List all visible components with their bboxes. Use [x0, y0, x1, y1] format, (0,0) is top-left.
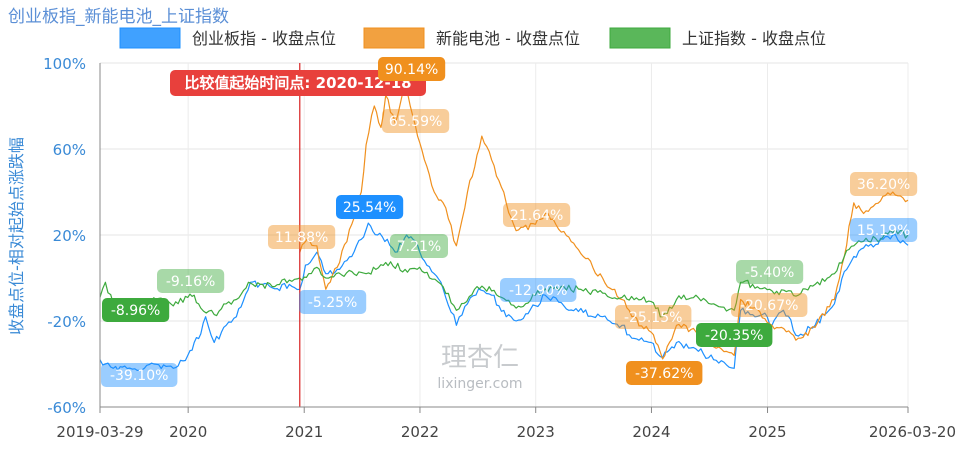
reference-line-group: 比较值起始时间点: 2020-12-18 — [170, 63, 426, 407]
y-axis-label: 收盘点位-相对起始点涨跌幅 — [7, 137, 26, 335]
data-label-xnd: 21.64% — [503, 203, 571, 227]
chart-legend: 创业板指 - 收盘点位 新能电池 - 收盘点位 上证指数 - 收盘点位 — [119, 27, 826, 49]
y-tick-label: -20% — [47, 313, 86, 331]
data-label-bg — [336, 195, 404, 219]
data-label-bg — [157, 269, 225, 293]
watermark-site: lixinger.com — [437, 376, 522, 392]
data-label-xnd: -37.62% — [626, 361, 703, 385]
data-label-text: -37.62% — [635, 366, 693, 382]
data-label-text: 15.19% — [857, 223, 910, 239]
data-label-cyb: -39.10% — [101, 363, 178, 387]
data-label-bg — [299, 290, 367, 314]
data-label-cyb: -5.25% — [299, 290, 367, 314]
legend-item-xnd: 新能电池 - 收盘点位 — [363, 27, 580, 49]
legend-item-cyb: 创业板指 - 收盘点位 — [119, 27, 336, 49]
chart-axes: 100% 60% 20% -20% -60% 2019-03-29 2020 2021 2022… — [43, 55, 956, 441]
series-lines — [99, 83, 909, 371]
data-label-sz: -9.16% — [157, 269, 225, 293]
data-label-bg — [390, 234, 448, 258]
reference-line-label: 比较值起始时间点: 2020-12-18 — [184, 74, 411, 92]
data-label-bg — [378, 57, 446, 81]
x-tick-label: 2026-03-20 — [869, 423, 956, 441]
data-label-xnd: -25.15% — [615, 305, 692, 329]
watermark-logo: 理杏仁 — [441, 343, 519, 373]
legend-swatch — [363, 27, 425, 49]
data-label-xnd: 11.88% — [268, 225, 336, 249]
data-label-bg — [850, 172, 918, 196]
data-label-xnd: -20.67% — [731, 293, 808, 317]
data-label-text: -25.15% — [624, 310, 682, 326]
data-label-text: -5.25% — [308, 295, 358, 311]
data-label-text: 21.64% — [510, 208, 563, 224]
chart-title: 创业板指_新能电池_上证指数 — [8, 7, 229, 27]
y-tick-label: 60% — [53, 141, 86, 159]
data-label-bg — [731, 293, 808, 317]
data-label-text: 25.54% — [343, 200, 396, 216]
x-tick-label: 2019-03-29 — [56, 423, 143, 441]
x-tick-label: 2021 — [285, 423, 323, 441]
x-tick-label: 2020 — [169, 423, 207, 441]
data-labels: -39.10% -8.96% -9.16% 11.88% -5.25% 25.54% 90.… — [101, 57, 918, 387]
series-line-xnd — [299, 83, 909, 360]
x-tick-label: 2025 — [748, 423, 786, 441]
data-label-text: -12.90% — [509, 283, 567, 299]
data-label-sz: -8.96% — [102, 298, 170, 322]
data-label-sz: -5.40% — [736, 260, 804, 284]
data-label-bg — [626, 361, 703, 385]
legend-label: 新能电池 - 收盘点位 — [436, 29, 580, 48]
series-line-cyb — [99, 222, 909, 371]
data-label-bg — [500, 278, 577, 302]
data-label-text: -20.35% — [705, 328, 763, 344]
legend-label: 创业板指 - 收盘点位 — [192, 29, 336, 48]
data-label-xnd: 90.14% — [378, 57, 446, 81]
series-line-sz — [99, 229, 909, 318]
data-label-bg — [850, 218, 918, 242]
data-label-bg — [503, 203, 571, 227]
x-tick-label: 2022 — [401, 423, 439, 441]
legend-swatch — [609, 27, 671, 49]
data-label-text: -5.40% — [745, 265, 795, 281]
data-label-text: 90.14% — [385, 62, 438, 78]
reference-badge — [170, 70, 426, 96]
data-label-text: -8.96% — [111, 303, 161, 319]
data-label-sz: -20.35% — [696, 323, 773, 347]
legend-label: 上证指数 - 收盘点位 — [682, 29, 826, 48]
data-label-bg — [696, 323, 773, 347]
data-label-text: -9.16% — [166, 274, 216, 290]
x-tick-label: 2023 — [517, 423, 555, 441]
x-tick-label: 2024 — [632, 423, 670, 441]
data-label-bg — [736, 260, 804, 284]
data-label-sz: 7.21% — [390, 234, 448, 258]
data-label-text: 11.88% — [275, 230, 328, 246]
data-label-bg — [382, 109, 450, 133]
data-label-cyb: -12.90% — [500, 278, 577, 302]
data-label-text: -20.67% — [740, 298, 798, 314]
data-label-text: -39.10% — [110, 368, 168, 384]
data-label-bg — [101, 363, 178, 387]
y-tick-label: -60% — [47, 399, 86, 417]
legend-item-sz: 上证指数 - 收盘点位 — [609, 27, 826, 49]
data-label-text: 65.59% — [389, 114, 442, 130]
data-label-text: 7.21% — [397, 239, 441, 255]
lixinger-watermark: 理杏仁 lixinger.com — [437, 343, 522, 392]
legend-swatch — [119, 27, 181, 49]
data-label-xnd: 36.20% — [850, 172, 918, 196]
data-label-bg — [102, 298, 170, 322]
y-tick-label: 20% — [53, 227, 86, 245]
data-label-bg — [268, 225, 336, 249]
data-label-text: 36.20% — [857, 177, 910, 193]
data-label-xnd: 65.59% — [382, 109, 450, 133]
data-label-cyb: 25.54% — [336, 195, 404, 219]
y-tick-label: 100% — [43, 55, 86, 73]
data-label-cyb: 15.19% — [850, 218, 918, 242]
data-label-bg — [615, 305, 692, 329]
